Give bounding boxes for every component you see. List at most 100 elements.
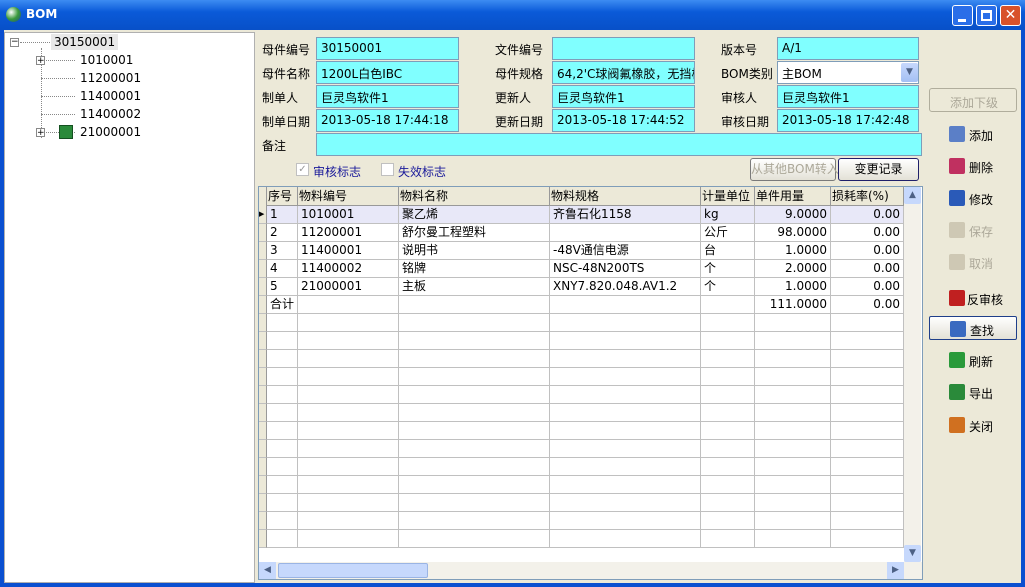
scroll-down[interactable]: ▼ — [904, 545, 921, 562]
expander[interactable]: + — [36, 128, 45, 138]
grid-cell[interactable]: XNY7.820.048.AV1.2 — [550, 278, 701, 296]
text-field[interactable]: 1200L白色IBC — [316, 61, 459, 84]
empty-cell — [550, 512, 701, 530]
tree-node[interactable]: 21000001 — [80, 125, 142, 139]
grid-cell[interactable]: 98.0000 — [755, 224, 831, 242]
grid-cell[interactable]: 0.00 — [831, 260, 904, 278]
text-field[interactable]: 2013-05-18 17:42:48 — [777, 109, 919, 132]
grid-cell[interactable]: 齐鲁石化1158 — [550, 206, 701, 224]
toolbar-button[interactable]: 导出 — [929, 380, 1017, 404]
grid-cell[interactable]: 主板 — [399, 278, 550, 296]
empty-cell — [399, 422, 550, 440]
scroll-left[interactable]: ◀ — [259, 562, 276, 579]
tree-node[interactable]: 30150001 — [51, 34, 119, 50]
grid-cell[interactable]: 11400001 — [298, 242, 399, 260]
grid-cell[interactable]: 个 — [701, 278, 755, 296]
checkbox[interactable]: ✓ — [296, 163, 309, 176]
empty-cell — [298, 404, 399, 422]
empty-cell — [298, 476, 399, 494]
grid-cell[interactable]: 1 — [267, 206, 298, 224]
grid-cell[interactable]: 5 — [267, 278, 298, 296]
grid-cell[interactable] — [550, 296, 701, 314]
grid-cell[interactable]: 2.0000 — [755, 260, 831, 278]
grid-cell[interactable]: 11400002 — [298, 260, 399, 278]
grid-cell[interactable]: 聚乙烯 — [399, 206, 550, 224]
grid-cell[interactable]: 台 — [701, 242, 755, 260]
tree-node[interactable]: 11400002 — [80, 107, 142, 121]
text-field[interactable]: 2013-05-18 17:44:52 — [552, 109, 695, 132]
grid-cell[interactable] — [701, 296, 755, 314]
grid-cell[interactable]: 合计 — [267, 296, 298, 314]
grid-cell[interactable] — [298, 296, 399, 314]
empty-cell — [701, 386, 755, 404]
text-field[interactable]: 64,2'C球阀氟橡胶，无挡板 — [552, 61, 695, 84]
grid-cell[interactable]: 3 — [267, 242, 298, 260]
grid-cell[interactable] — [550, 224, 701, 242]
grid-cell[interactable]: 0.00 — [831, 242, 904, 260]
text-field[interactable] — [316, 133, 922, 156]
toolbar-button[interactable]: 查找 — [929, 316, 1017, 340]
toolbar-button[interactable]: 关闭 — [929, 413, 1017, 437]
grid-cell[interactable]: 9.0000 — [755, 206, 831, 224]
grid-cell[interactable]: NSC-48N200TS — [550, 260, 701, 278]
dropdown-button[interactable]: ▼ — [901, 63, 918, 82]
text-field[interactable]: A/1 — [777, 37, 919, 60]
expander[interactable]: − — [10, 37, 19, 47]
scroll-thumb[interactable] — [278, 563, 428, 578]
tree-node[interactable]: 1010001 — [80, 53, 134, 67]
grid-cell[interactable]: 1010001 — [298, 206, 399, 224]
text-field[interactable]: 巨灵鸟软件1 — [316, 85, 459, 108]
text-field[interactable]: 主BOM ▼ — [777, 61, 919, 84]
maximize-button[interactable] — [976, 5, 997, 26]
grid-cell[interactable]: 0.00 — [831, 296, 904, 314]
button-label: 导出 — [969, 387, 994, 401]
grid-cell[interactable]: kg — [701, 206, 755, 224]
grid-cell[interactable]: 2 — [267, 224, 298, 242]
grid-cell[interactable]: 1.0000 — [755, 278, 831, 296]
button-icon — [949, 352, 965, 368]
toolbar-button[interactable]: 删除 — [929, 154, 1017, 178]
grid-cell[interactable]: 铭牌 — [399, 260, 550, 278]
grid-cell[interactable]: 111.0000 — [755, 296, 831, 314]
empty-cell — [701, 458, 755, 476]
toolbar-button[interactable]: 反审核 — [929, 286, 1017, 310]
scroll-up[interactable]: ▲ — [904, 187, 921, 204]
grid-cell[interactable]: 个 — [701, 260, 755, 278]
close-button[interactable]: ✕ — [1000, 5, 1021, 26]
grid-cell[interactable]: 公斤 — [701, 224, 755, 242]
text-field[interactable]: 巨灵鸟软件1 — [777, 85, 919, 108]
client-area: −30150001 +1010001 11200001 11400001 1140000… — [4, 30, 1021, 583]
text-field[interactable]: 巨灵鸟软件1 — [552, 85, 695, 108]
form-button[interactable]: 变更记录 — [838, 158, 919, 181]
text-field[interactable]: 2013-05-18 17:44:18 — [316, 109, 459, 132]
empty-cell — [298, 350, 399, 368]
grid-cell[interactable]: 21000001 — [298, 278, 399, 296]
grid-cell[interactable] — [399, 296, 550, 314]
expander[interactable]: + — [36, 56, 45, 66]
toolbar-button[interactable]: 刷新 — [929, 348, 1017, 372]
grid-cell[interactable]: 舒尔曼工程塑料 — [399, 224, 550, 242]
tree-node[interactable]: 11200001 — [80, 71, 142, 85]
grid-cell[interactable]: 4 — [267, 260, 298, 278]
grid-cell[interactable]: 0.00 — [831, 224, 904, 242]
grid-cell[interactable]: 11200001 — [298, 224, 399, 242]
toolbar-button[interactable]: 添加 — [929, 122, 1017, 146]
tree-node[interactable]: 11400001 — [80, 89, 142, 103]
button-icon — [949, 158, 965, 174]
grid-cell[interactable]: 1.0000 — [755, 242, 831, 260]
toolbar-button[interactable]: 修改 — [929, 186, 1017, 210]
text-field[interactable]: 30150001 — [316, 37, 459, 60]
empty-cell — [755, 440, 831, 458]
empty-cell — [755, 368, 831, 386]
minimize-button[interactable] — [952, 5, 973, 26]
column-header: 损耗率(%) — [831, 187, 904, 206]
grid-cell[interactable]: 说明书 — [399, 242, 550, 260]
grid-cell[interactable]: 0.00 — [831, 206, 904, 224]
scroll-right[interactable]: ▶ — [887, 562, 904, 579]
toolbar: 添加下级 添加 删除 修改 保存 取消 反审核 查找 刷新 导出 关闭 — [925, 30, 1021, 583]
text-field[interactable] — [552, 37, 695, 60]
grid-cell[interactable]: 0.00 — [831, 278, 904, 296]
empty-cell — [298, 386, 399, 404]
checkbox[interactable] — [381, 163, 394, 176]
grid-cell[interactable]: -48V通信电源 — [550, 242, 701, 260]
